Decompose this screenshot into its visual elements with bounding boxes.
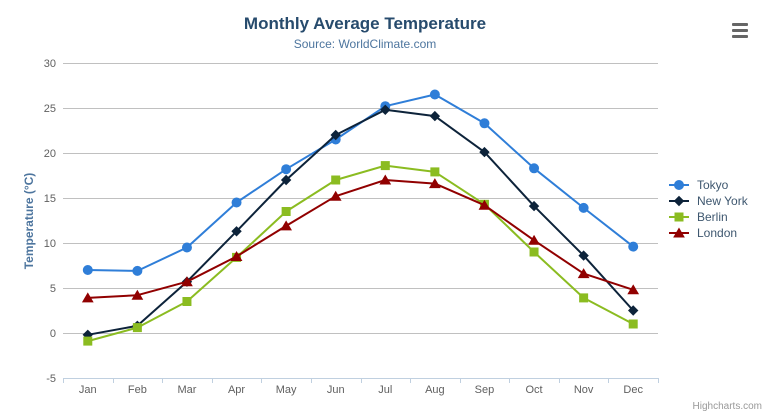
data-point-marker-tokyo[interactable] [429,89,440,100]
data-point-marker-london[interactable] [478,199,491,210]
data-point-marker-berlin[interactable] [579,293,589,303]
legend-item-london[interactable]: London [668,225,748,241]
data-point-marker-new-york[interactable] [528,200,540,212]
y-axis-tick-label: 25 [44,103,56,115]
data-point-marker-berlin[interactable] [83,336,93,346]
data-point-marker-berlin[interactable] [529,247,539,257]
data-point-marker-new-york[interactable] [280,174,292,186]
data-point-marker-berlin[interactable] [132,323,142,333]
data-point-marker-london[interactable] [280,220,292,231]
data-point-marker-berlin[interactable] [281,207,291,216]
data-point-marker-tokyo[interactable] [82,265,93,275]
data-point-marker-london[interactable] [379,174,392,185]
data-point-marker-tokyo[interactable] [479,118,490,129]
data-point-marker-tokyo[interactable] [628,241,639,252]
data-point-marker-new-york[interactable] [231,226,242,237]
export-menu-button[interactable] [732,23,748,38]
legend-marker-diamond-icon [669,195,689,207]
data-point-marker-new-york[interactable] [628,305,639,316]
y-axis-tick-label: 10 [44,238,56,250]
legend-item-tokyo[interactable]: Tokyo [668,177,748,193]
legend-label: Berlin [697,210,728,224]
series-line-london[interactable] [86,179,635,299]
y-axis-tick-label: 0 [50,328,56,340]
data-point-marker-new-york[interactable] [330,129,341,141]
x-axis-tick-label: Sep [475,384,495,396]
legend-marker-circle-icon [669,180,689,190]
y-axis-tick-label: 15 [44,193,56,205]
data-point-marker-london[interactable] [131,289,144,300]
data-point-marker-london[interactable] [181,276,193,287]
legend-label: New York [697,194,748,208]
legend-symbol [673,227,685,238]
y-axis-tick-label: -5 [46,373,56,385]
legend-symbol [674,212,684,222]
x-axis-tick-label: Jan [79,384,97,396]
x-axis-tick-label: May [276,384,297,396]
data-point-marker-new-york[interactable] [380,104,391,116]
data-point-marker-london[interactable] [577,268,590,279]
legend-symbol [674,180,684,190]
data-point-marker-berlin[interactable] [331,175,341,185]
x-axis-tick-label: Feb [128,384,147,396]
data-point-marker-london[interactable] [230,251,243,261]
legend-item-berlin[interactable]: Berlin [668,209,748,225]
legend-symbol [673,195,685,207]
data-point-marker-new-york[interactable] [578,250,589,261]
data-point-marker-berlin[interactable] [628,319,638,329]
data-point-marker-london[interactable] [329,190,342,201]
data-point-marker-berlin[interactable] [430,167,440,177]
data-point-marker-london[interactable] [81,292,94,303]
x-axis-tick-label: Nov [574,384,594,396]
data-point-marker-berlin[interactable] [380,161,390,171]
data-point-marker-tokyo[interactable] [529,163,540,174]
data-point-marker-london[interactable] [627,284,640,295]
series-line-berlin[interactable] [86,164,635,343]
data-point-marker-new-york[interactable] [429,110,441,122]
legend: Tokyo New York Berlin London [668,177,748,241]
data-point-marker-tokyo[interactable] [578,202,589,213]
y-axis-tick-label: 20 [44,148,56,160]
x-axis-tick-label: Mar [177,384,196,396]
x-axis-tick-label: Apr [228,384,245,396]
data-point-marker-tokyo[interactable] [231,197,242,208]
series-line-tokyo[interactable] [86,93,635,272]
y-axis-tick-label: 30 [44,58,56,70]
y-axis-tick-label: 5 [50,283,56,295]
legend-item-new-york[interactable]: New York [668,193,748,209]
series-line-new-york[interactable] [86,108,635,336]
x-axis-tick-label: Dec [623,384,643,396]
data-point-marker-tokyo[interactable] [132,265,143,276]
data-point-marker-tokyo[interactable] [281,164,292,175]
data-point-marker-new-york[interactable] [479,146,490,158]
credits-link[interactable]: Highcharts.com [692,401,762,412]
x-axis-tick-label: Aug [425,384,445,396]
hamburger-icon [732,35,748,38]
hamburger-icon [732,23,748,26]
x-axis-tick-label: Oct [525,384,542,396]
x-axis-tick-label: Jun [327,384,345,396]
legend-label: Tokyo [697,178,729,192]
legend-marker-triangle-icon [669,227,689,238]
data-point-marker-tokyo[interactable] [181,242,192,253]
legend-label: London [697,226,738,240]
chart-subtitle: Source: WorldClimate.com [293,37,437,51]
legend-marker-square-icon [669,212,689,222]
x-axis-tick-label: Jul [378,384,392,396]
data-point-marker-berlin[interactable] [182,297,192,306]
chart-title: Monthly Average Temperature [243,14,487,33]
y-axis-title: Temperature (°C) [22,172,36,270]
hamburger-icon [732,29,748,32]
data-point-marker-london[interactable] [429,178,441,189]
data-point-marker-london[interactable] [528,234,540,245]
